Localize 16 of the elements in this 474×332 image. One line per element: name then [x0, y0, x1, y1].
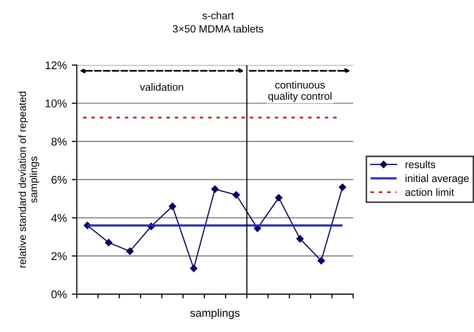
legend-label: results	[406, 160, 436, 168]
y-axis-title: relative standard deviation of repeated samplings	[18, 92, 40, 268]
y-tick-label: 0%	[51, 290, 67, 298]
y-tick-label: 8%	[51, 138, 67, 146]
y-tick-label: 4%	[51, 214, 67, 222]
annotation: continuous quality control	[268, 80, 332, 102]
legend-label: action limit	[405, 188, 454, 196]
y-tick-label: 10%	[46, 100, 67, 108]
annotation: validation	[140, 83, 184, 91]
x-axis-title: samplings	[190, 308, 240, 320]
y-tick-label: 2%	[52, 252, 67, 260]
chart-title: s-chart	[202, 12, 234, 20]
legend-label: initial average	[406, 174, 469, 184]
chart-subtitle: 3×50 MDMA tablets	[172, 24, 264, 33]
y-tick-label: 6%	[52, 176, 67, 184]
y-tick-label: 12%	[46, 61, 67, 70]
